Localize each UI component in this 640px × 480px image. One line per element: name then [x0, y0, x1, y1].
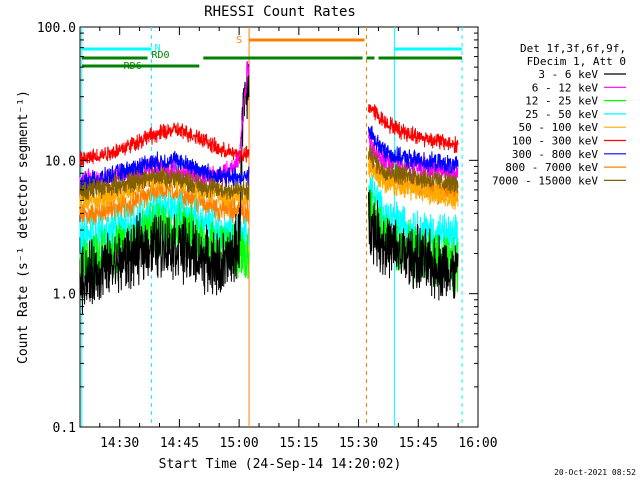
x-tick-label-4: 15:30 [339, 436, 378, 451]
legend-label-6: 300 - 800 keV [512, 148, 598, 161]
legend-label-1: 6 - 12 keV [532, 81, 599, 94]
y-axis-label: Count Rate (s⁻¹ detector segment⁻¹) [16, 90, 31, 364]
flag-label-2: RD0 [152, 50, 170, 61]
legend-label-3: 25 - 50 keV [525, 108, 598, 121]
legend-label-5: 100 - 300 keV [512, 135, 598, 148]
x-tick-label-5: 15:45 [399, 436, 438, 451]
legend-label-7: 800 - 7000 keV [505, 161, 598, 174]
legend-label-2: 12 - 25 keV [525, 95, 598, 108]
y-tick-label-1: 1.0 [53, 288, 76, 303]
chart-title: RHESSI Count Rates [204, 4, 356, 20]
series-group [79, 60, 459, 315]
x-tick-label-2: 15:00 [220, 436, 259, 451]
series-line-8 [79, 144, 459, 201]
flag-bars: N S RD0 RD6 [81, 35, 463, 72]
y-tick-label-3: 100.0 [37, 21, 76, 36]
x-tick-label-3: 15:15 [279, 436, 318, 451]
flag-label-0: N [155, 43, 161, 54]
legend-label-4: 50 - 100 keV [519, 121, 599, 134]
x-axis-label: Start Time (24-Sep-14 14:20:02) [159, 457, 402, 472]
legend: Det 1f,3f,6f,9f,FDecim 1, Att 03 - 6 keV… [492, 42, 626, 187]
y-tick-label-2: 10.0 [45, 154, 76, 169]
legend-label-8: 7000 - 15000 keV [492, 174, 598, 187]
x-tick-label-0: 14:30 [100, 436, 139, 451]
date-stamp: 20-Oct-2021 08:52 [554, 468, 636, 477]
y-tick-label-0: 0.1 [53, 421, 76, 436]
axes-group: 14:30 14:45 15:00 15:15 15:30 15:45 16:00 0.1 1.… [37, 21, 498, 451]
legend-header-1: FDecim 1, Att 0 [527, 55, 626, 68]
x-tick-label-1: 14:45 [160, 436, 199, 451]
flag-label-1: S [236, 35, 242, 46]
series-line-0 [79, 64, 459, 315]
series-line-5 [79, 104, 459, 167]
x-tick-label-6: 16:00 [458, 436, 497, 451]
legend-label-0: 3 - 6 keV [538, 68, 598, 81]
legend-header-0: Det 1f,3f,6f,9f, [520, 42, 626, 55]
flag-label-3: RD6 [124, 61, 142, 72]
